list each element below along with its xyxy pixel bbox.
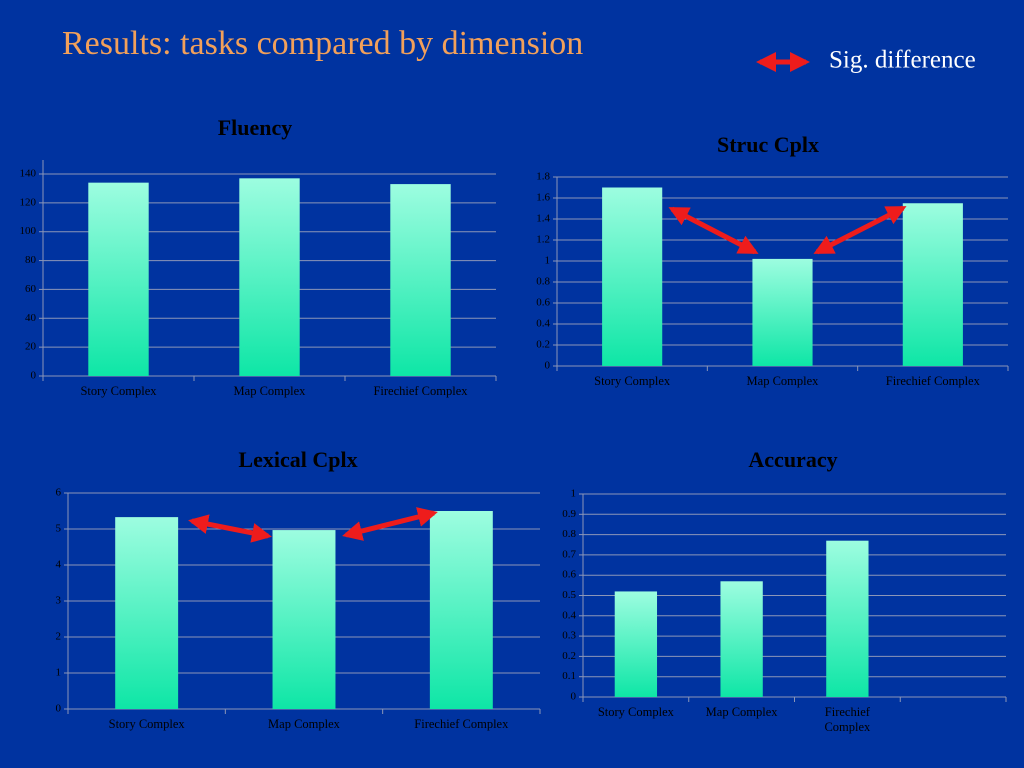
x-tick-label: Firechief Complex [373, 384, 468, 398]
y-tick-label: 0.9 [562, 508, 576, 520]
bar [272, 530, 336, 709]
chart: Fluency 0 20 40 60 80 100 120 140 Story Complex Ma… [20, 115, 497, 398]
y-tick-label: 0.3 [562, 630, 576, 642]
x-tick-label: Story Complex [108, 717, 185, 731]
y-tick-label: 0 [571, 691, 577, 703]
slide-title: Results: tasks compared by dimension [62, 25, 583, 62]
x-tick-label-box: Map Complex [746, 374, 819, 388]
x-tick-label: Story Complex [594, 374, 671, 388]
y-tick-label: 1.8 [536, 171, 550, 183]
y-tick-label: 0.8 [562, 528, 576, 540]
x-tick-label: Firechief Complex [885, 374, 980, 388]
x-tick-label-box: Firechief Complex [824, 705, 871, 734]
chart: Accuracy 0 0.1 0.2 0.3 0.4 0.5 0.6 0.7 0.8 0.9 1 Sto… [562, 447, 1007, 734]
y-tick-label: 0.7 [562, 548, 576, 560]
y-tick-label: 120 [20, 196, 37, 208]
significance-arrows [188, 205, 907, 543]
y-tick-label: 0 [31, 370, 37, 382]
x-tick-label-box: Map Complex [233, 384, 306, 398]
chart: Struc Cplx 0 0.2 0.4 0.6 0.8 1 1.2 1.4 1.6 1.8 Stor… [536, 132, 1009, 388]
y-tick-label: 3 [56, 595, 62, 607]
y-tick-label: 1 [56, 667, 62, 679]
y-tick-label: 0.2 [536, 339, 550, 351]
bar [602, 187, 663, 366]
y-tick-label: 0.1 [562, 670, 576, 682]
x-tick-label: Story Complex [80, 384, 157, 398]
x-tick-label: Map Complex [705, 705, 778, 719]
y-tick-label: 0.6 [562, 569, 576, 581]
y-tick-label: 0.2 [562, 650, 576, 662]
x-tick-label-box: Firechief Complex [414, 717, 509, 731]
y-tick-label: 1 [545, 255, 551, 267]
y-tick-label: 0 [56, 703, 62, 715]
y-tick-label: 60 [25, 283, 37, 295]
bar [720, 581, 763, 697]
chart-title: Struc Cplx [717, 132, 819, 157]
y-tick-label: 0.4 [562, 609, 576, 621]
sig-arrow [342, 507, 438, 541]
legend-label: Sig. difference [829, 47, 976, 74]
x-tick-label-box: Firechief Complex [373, 384, 468, 398]
bar [826, 540, 869, 697]
bar [614, 591, 658, 697]
x-tick-label: Firechief Complex [414, 717, 509, 731]
x-tick-label-box: Map Complex [268, 717, 340, 731]
y-tick-label: 1.4 [536, 213, 550, 225]
y-tick-label: 0 [545, 360, 551, 372]
bar [752, 258, 813, 366]
y-tick-label: 80 [25, 254, 37, 266]
bar [115, 517, 179, 709]
x-tick-label-box: Story Complex [597, 705, 674, 719]
y-tick-label: 2 [56, 631, 62, 643]
y-tick-label: 1 [571, 488, 577, 500]
y-tick-label: 100 [20, 225, 37, 237]
y-tick-label: 5 [56, 523, 62, 535]
x-tick-label: Map Complex [746, 374, 819, 388]
y-tick-label: 0.8 [536, 276, 550, 288]
y-tick-label: 40 [25, 312, 37, 324]
y-tick-label: 140 [20, 168, 37, 180]
y-tick-label: 1.6 [536, 192, 550, 204]
y-tick-label: 0.6 [536, 297, 550, 309]
bar [429, 511, 493, 709]
x-tick-label: Firechief Complex [824, 705, 871, 734]
chart-title: Lexical Cplx [238, 447, 357, 472]
x-tick-label: Map Complex [268, 717, 340, 731]
x-tick-label-box: Firechief Complex [885, 374, 980, 388]
bar [902, 203, 963, 366]
x-tick-label-box: Story Complex [108, 717, 185, 731]
y-tick-label: 0.5 [562, 589, 576, 601]
bar [88, 182, 149, 376]
bar [390, 184, 451, 376]
y-tick-label: 4 [56, 559, 62, 571]
x-tick-label-box: Story Complex [594, 374, 671, 388]
chart-title: Fluency [218, 115, 293, 140]
x-tick-label: Story Complex [597, 705, 674, 719]
sig-arrow [668, 206, 759, 255]
sig-arrow [188, 514, 272, 543]
x-tick-label-box: Map Complex [705, 705, 778, 719]
bar [239, 178, 300, 376]
y-tick-label: 6 [56, 487, 62, 499]
x-tick-label: Map Complex [233, 384, 306, 398]
x-tick-label-box: Story Complex [80, 384, 157, 398]
chart: Lexical Cplx 0 1 2 3 4 5 6 Story Complex Map Comp… [56, 447, 541, 731]
chart-title: Accuracy [748, 447, 837, 472]
y-tick-label: 1.2 [536, 234, 550, 246]
sig-arrow [813, 205, 907, 255]
y-tick-label: 0.4 [536, 318, 550, 330]
y-tick-label: 20 [25, 341, 37, 353]
